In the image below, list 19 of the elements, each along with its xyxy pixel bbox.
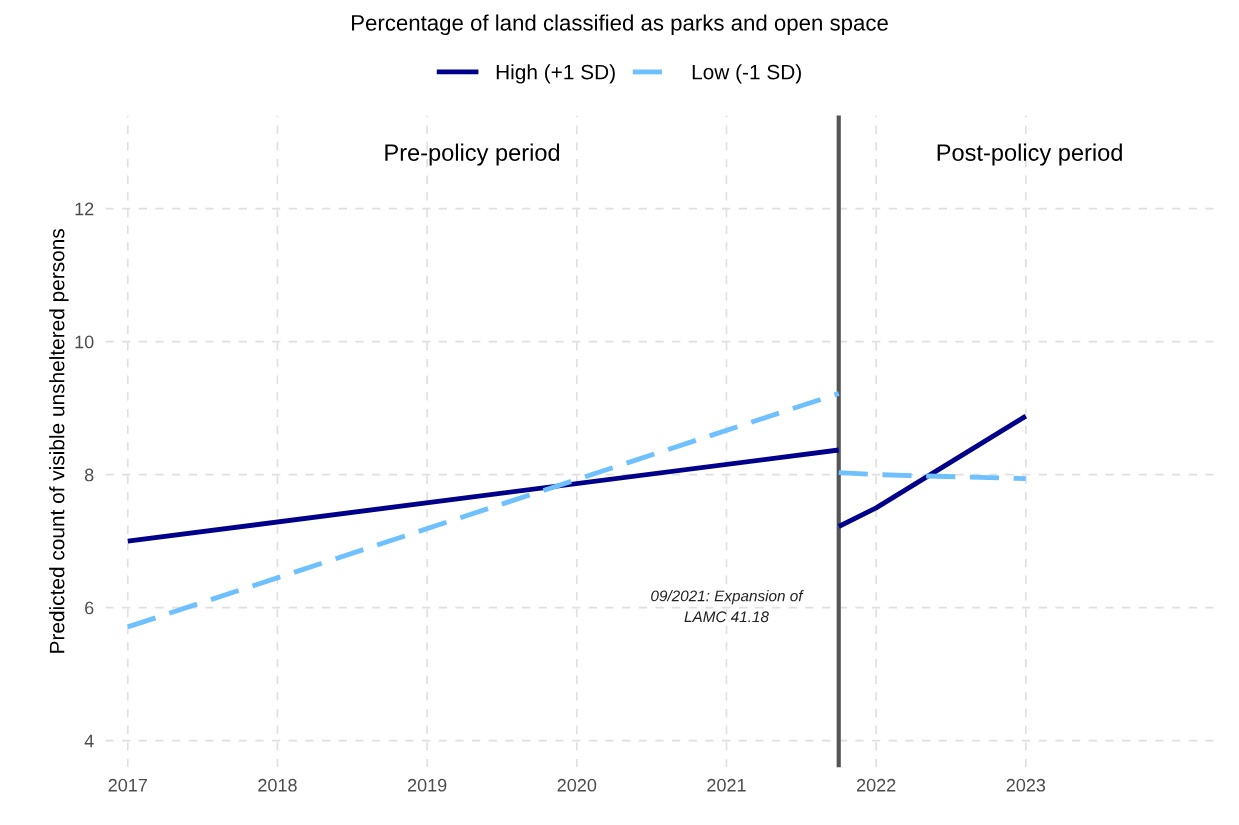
annotation: Pre-policy period bbox=[385, 143, 560, 166]
y-tick-label: 12 bbox=[75, 202, 94, 216]
x-tick-label: 2021 bbox=[707, 778, 746, 792]
ref-line-label: 09/2021: Expansion of LAMC 41.18 bbox=[651, 590, 804, 623]
x-tick-label: 2018 bbox=[258, 778, 297, 792]
legend-label: High (+1 SD) bbox=[496, 64, 615, 84]
y-tick-label: 4 bbox=[84, 734, 94, 748]
y-axis-title: Predicted count of visible unsheltered persons bbox=[49, 229, 69, 653]
chart-title: Percentage of land classified as parks and open space bbox=[352, 14, 888, 36]
x-tick-label: 2020 bbox=[557, 778, 597, 792]
y-tick-label: 10 bbox=[75, 335, 94, 349]
legend-label: Low (-1 SD) bbox=[692, 64, 801, 84]
x-tick-label: 2022 bbox=[856, 778, 896, 792]
x-tick-label: 2017 bbox=[108, 778, 147, 792]
y-tick-label: 6 bbox=[85, 601, 94, 615]
y-tick-label: 8 bbox=[84, 468, 94, 482]
x-tick-label: 2019 bbox=[407, 778, 447, 792]
x-tick-label: 2023 bbox=[1006, 778, 1046, 792]
annotation: Post-policy period bbox=[937, 143, 1122, 166]
